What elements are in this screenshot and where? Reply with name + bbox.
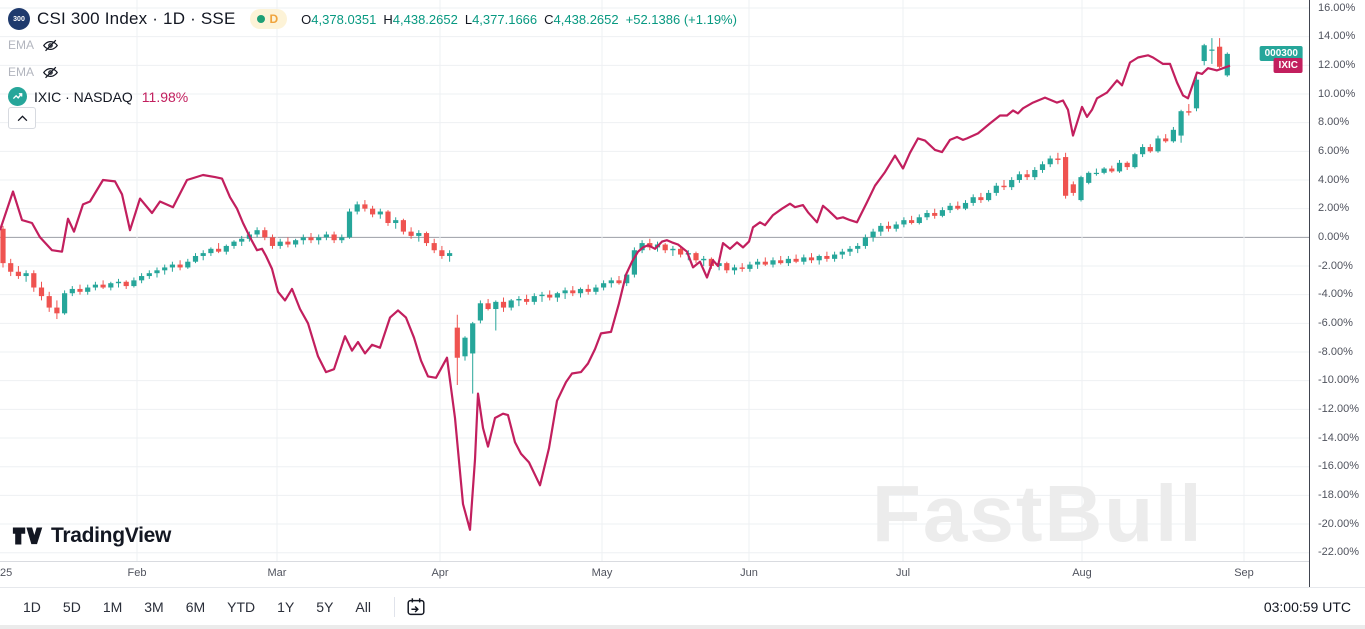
price-axis-tick: 12.00%: [1318, 58, 1356, 71]
high-value: 4,438.2652: [392, 11, 458, 27]
range-toolbar: 1D 5D 1M 3M 6M YTD 1Y 5Y All 03:00:59 UTC: [0, 587, 1365, 625]
price-axis-tick: -12.00%: [1318, 402, 1359, 415]
ema-label: EMA: [8, 38, 35, 52]
time-axis-tick: Jul: [895, 567, 911, 579]
market-status-dot-icon: [256, 15, 265, 23]
range-button-3m[interactable]: 3M: [144, 598, 164, 615]
price-axis-tick: -10.00%: [1318, 374, 1359, 387]
range-button-ytd[interactable]: YTD: [227, 598, 256, 615]
tradingview-mark-icon: [12, 527, 43, 545]
low-label: L: [464, 11, 473, 27]
calendar-arrow-icon: [407, 597, 425, 615]
market-status-pill[interactable]: D: [249, 9, 288, 29]
price-axis-tick: -16.00%: [1318, 460, 1359, 473]
price-axis-tick: 10.00%: [1318, 87, 1356, 100]
collapse-legend-button[interactable]: [8, 107, 36, 129]
range-button-all[interactable]: All: [355, 598, 371, 615]
time-axis-tick: Jun: [740, 567, 758, 579]
price-axis-tick: -22.00%: [1318, 546, 1359, 559]
price-axis-tick: 8.00%: [1318, 116, 1350, 129]
price-axis-tick: -2.00%: [1318, 259, 1353, 272]
range-button-1y[interactable]: 1Y: [277, 598, 295, 615]
eye-hidden-icon[interactable]: [42, 64, 59, 81]
compare-symbol-name: IXIC · NASDAQ: [34, 88, 133, 105]
symbol-row[interactable]: 300 CSI 300 Index · 1D · SSE D O4,378.03…: [8, 8, 744, 30]
time-axis-tick: Feb: [127, 567, 147, 579]
change-value: +52.1386 (+1.19%): [625, 11, 737, 27]
symbol-logo-icon: 300: [8, 8, 30, 30]
bottom-edge-strip: [0, 625, 1365, 629]
eye-hidden-icon[interactable]: [42, 37, 59, 54]
price-axis-tick: 2.00%: [1318, 202, 1350, 215]
low-value: 4,377.1666: [472, 11, 538, 27]
ema-label: EMA: [8, 65, 35, 79]
range-button-1m[interactable]: 1M: [102, 598, 123, 615]
time-axis-tick: Aug: [1072, 567, 1092, 579]
ema-indicator-row[interactable]: EMA: [8, 60, 744, 84]
price-axis-tick: -8.00%: [1318, 345, 1353, 358]
open-label: O: [301, 11, 312, 27]
symbol-title: CSI 300 Index · 1D · SSE: [37, 9, 236, 28]
time-axis-tick: 25: [0, 567, 13, 579]
close-value: 4,438.2652: [553, 11, 619, 27]
range-button-6m[interactable]: 6M: [185, 598, 206, 615]
price-axis-tick: -6.00%: [1318, 316, 1353, 329]
interval-letter: D: [269, 12, 279, 26]
price-chart-canvas[interactable]: [0, 0, 1309, 561]
time-axis[interactable]: 25 Feb Mar Apr May Jun Jul Aug Sep: [0, 561, 1365, 587]
toolbar-divider: [393, 596, 395, 617]
legend: 300 CSI 300 Index · 1D · SSE D O4,378.03…: [8, 8, 744, 109]
time-axis-tick: Mar: [267, 567, 287, 579]
chart-plot-area[interactable]: FastBull 300 CSI 300 Index · 1D · SSE D …: [0, 0, 1309, 561]
time-axis-tick: Sep: [1234, 567, 1254, 579]
price-axis-tick: 14.00%: [1318, 30, 1356, 43]
close-label: C: [544, 11, 554, 27]
utc-clock: 03:00:59 UTC: [1263, 598, 1351, 615]
go-to-date-button[interactable]: [405, 596, 427, 618]
price-axis-tick: -14.00%: [1318, 431, 1359, 444]
tradingview-logo-text: TradingView: [51, 524, 172, 547]
price-axis-tick: 4.00%: [1318, 173, 1350, 186]
price-axis-tick: -20.00%: [1318, 517, 1359, 530]
tradingview-logo[interactable]: TradingView: [12, 524, 171, 548]
open-value: 4,378.0351: [311, 11, 377, 27]
price-axis-tick: 16.00%: [1318, 1, 1356, 14]
compare-symbol-icon: [8, 87, 27, 106]
time-axis-tick: Apr: [431, 567, 449, 579]
price-axis-tick: -18.00%: [1318, 488, 1359, 501]
time-axis-tick: May: [591, 567, 613, 579]
price-axis-tick: 0.00%: [1318, 230, 1350, 243]
price-axis-tick: 6.00%: [1318, 144, 1350, 157]
compare-symbol-row[interactable]: IXIC · NASDAQ 11.98%: [8, 87, 744, 106]
range-buttons: 1D 5D 1M 3M 6M YTD 1Y 5Y All: [14, 595, 384, 619]
range-button-5d[interactable]: 5D: [62, 598, 81, 615]
ema-indicator-row[interactable]: EMA: [8, 33, 744, 57]
ohlc-values: O4,378.0351 H4,438.2652 L4,377.1666 C4,438.…: [301, 12, 744, 27]
price-axis-tick: -4.00%: [1318, 288, 1353, 301]
range-button-1d[interactable]: 1D: [23, 598, 41, 615]
range-button-5y[interactable]: 5Y: [316, 598, 334, 615]
compare-symbol-change: 11.98%: [141, 88, 189, 105]
price-axis[interactable]: 16.00% 14.00% 12.00% 10.00% 8.00% 6.00% 4.00% 2…: [1309, 0, 1365, 587]
high-label: H: [383, 11, 393, 27]
